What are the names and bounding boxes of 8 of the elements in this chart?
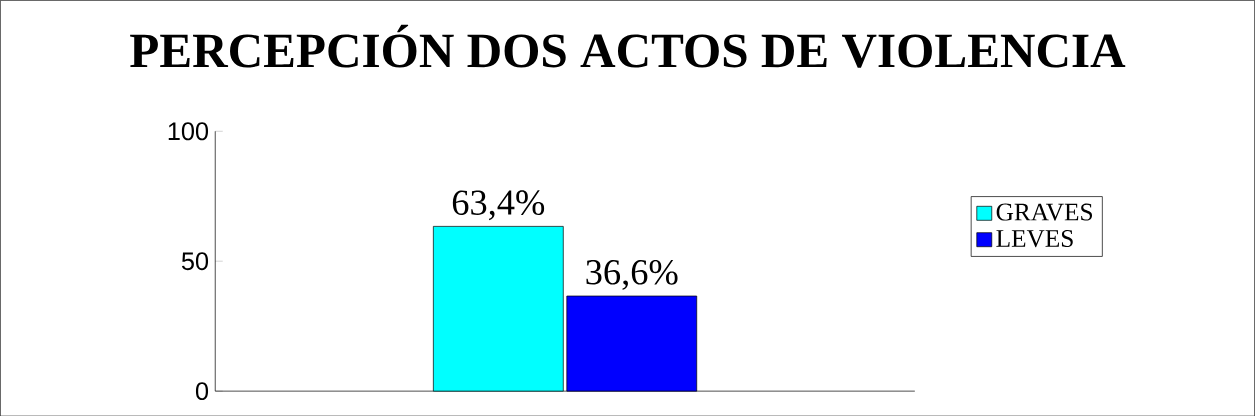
y-tick-label: 100: [168, 122, 209, 140]
y-tick-label: 0: [195, 381, 209, 400]
data-label: 36,6%: [586, 259, 678, 290]
chart-title: PERCEPCIÓN DOS ACTOS DE VIOLENCIA: [130, 24, 1126, 68]
data-label: 63,4%: [452, 190, 545, 220]
legend-label: LEVES: [996, 229, 1073, 247]
y-tick-label: 50: [181, 252, 209, 270]
legend-label: GRAVES: [996, 203, 1093, 221]
